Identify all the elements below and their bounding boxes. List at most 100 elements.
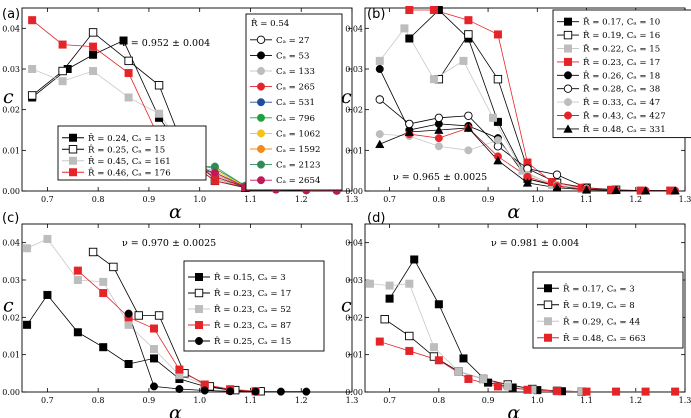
legend-entry: R̂ = 0.46, Cₐ = 176 [88,167,171,179]
data-point [429,75,438,84]
y-tick-label: 0.00 [2,388,20,397]
data-point [150,382,158,391]
x-tick-label: 1.0 [531,396,544,405]
legend-marker [563,84,573,93]
panel-a: (a) 0.7 0.8 0.9 1.0 1.1 1.2 1.3 0.00 0.01 0.02 0.03… [2,7,358,223]
legend-entry: R̂ = 0.25, Cₐ = 15 [214,335,291,347]
data-point [88,247,98,257]
y-axis-label: c [341,294,352,316]
plot-frame [21,223,353,393]
panel-label: (d) [367,211,385,226]
series-line [26,294,256,392]
x-tick-label: 1.0 [531,195,544,204]
data-point [405,331,414,341]
x-axis-label: α [169,201,182,223]
data-point [99,277,108,286]
data-point [251,387,260,396]
data-point [670,186,680,195]
legend-entry: R̂ = 0.48, Cₐ = 663 [563,332,646,344]
legend-entry: Cₐ = 53 [276,51,310,61]
data-point [226,387,235,396]
data-point [493,30,502,39]
data-point [464,146,473,155]
x-tick-label: 0.8 [92,195,105,204]
data-point [175,385,184,394]
data-point [124,93,133,102]
y-axis-label: c [341,86,352,108]
y-tick-label: 0.02 [2,313,20,322]
series-line [379,99,587,189]
data-point [23,244,32,253]
y-tick-label: 0.00 [345,187,363,196]
legend-marker [195,273,203,281]
data-point [410,255,419,264]
data-point [155,109,164,118]
data-point [58,77,67,86]
data-point [611,185,621,194]
x-axis-label: α [507,201,520,223]
data-point [375,130,384,139]
legend: R̂ = 0.15, Cₐ = 3 R̂ = 0.23, Cₐ = 17 R̂ = … [183,260,325,352]
data-point [43,290,52,299]
data-point [58,66,67,76]
nu-annotation: ν = 0.970 ± 0.0025 [122,238,216,249]
legend-marker [543,300,553,309]
data-point [434,125,444,134]
data-point [88,28,98,37]
data-point [405,34,414,43]
legend-marker [564,98,572,107]
data-point [89,42,98,51]
x-tick-label: 1.3 [346,396,359,405]
data-point [464,16,473,25]
data-point [405,6,414,15]
series-group [375,6,680,195]
legend-marker [563,124,573,133]
legend-marker [257,113,265,122]
data-point [150,324,158,333]
y-tick-label: 0.01 [2,146,20,155]
y-tick-label: 0.01 [345,146,363,155]
legend-entry: R̂ = 0.17, Cₐ = 10 [583,16,660,28]
panel-label: (c) [2,211,19,226]
legend-entry: R̂ = 0.45, Cₐ = 161 [88,155,171,167]
data-point [150,354,158,363]
x-tick-label: 0.8 [432,396,445,405]
x-tick-label: 1.2 [295,195,308,204]
data-point [28,65,37,73]
legend-marker [257,98,265,107]
data-point [405,119,414,129]
y-tick-label: 0.03 [2,276,20,285]
x-tick-label: 1.2 [295,396,308,405]
data-point [375,65,384,73]
panel-label: (b) [367,7,385,22]
y-tick-label: 0.00 [345,388,363,397]
y-tick-label: 0.04 [345,24,363,33]
legend-entry: R̂ = 0.15, Cₐ = 3 [214,271,286,283]
legend-marker [69,156,77,165]
nu-annotation: ν = 0.965 ± 0.0025 [393,172,487,183]
legend-marker [195,305,203,313]
legend-marker [257,160,265,169]
legend-entry: R̂ = 0.24, Cₐ = 13 [88,132,165,144]
data-point [464,374,473,383]
legend-marker [544,317,552,326]
data-point [640,186,651,195]
nu-annotation: ν = 0.952 ± 0.004 [122,38,210,49]
x-tick-label: 0.9 [143,396,156,405]
data-point [489,113,497,122]
data-point [434,134,443,143]
legend-entry: Cₐ = 1592 [276,145,320,155]
x-tick-label: 1.1 [580,396,593,405]
data-point [375,95,384,104]
legend-marker [564,57,572,66]
y-tick-label: 0.04 [2,24,20,33]
data-point [454,367,463,376]
y-tick-label: 0.02 [345,313,363,322]
data-point [405,279,414,288]
legend-box [552,9,691,139]
legend-marker [257,51,265,60]
y-tick-label: 0.03 [345,276,363,285]
legend-marker [544,333,552,342]
x-tick-label: 1.3 [346,195,359,204]
data-point [99,343,108,352]
